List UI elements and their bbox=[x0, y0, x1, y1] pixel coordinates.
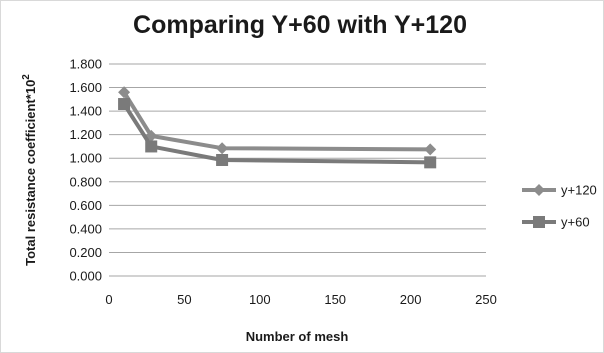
legend-item-y+120: y+120 bbox=[522, 183, 597, 198]
x-tick-label-3: 150 bbox=[324, 292, 346, 307]
series-layer bbox=[118, 86, 437, 169]
x-tick-label-4: 200 bbox=[400, 292, 422, 307]
series-y+60 bbox=[118, 98, 437, 169]
y-axis-ticks: 0.000 0.200 0.400 0.600 0.800 1.000 1.200 1.400… bbox=[69, 57, 102, 284]
y-tick-label-0: 0.000 bbox=[69, 269, 102, 284]
y-tick-label-3: 0.600 bbox=[69, 198, 102, 213]
x-tick-label-2: 100 bbox=[249, 292, 271, 307]
y-tick-label-9: 1.800 bbox=[69, 57, 102, 72]
y-tick-label-8: 1.600 bbox=[69, 80, 102, 95]
y-tick-label-2: 0.400 bbox=[69, 221, 102, 236]
legend-marker-y+120 bbox=[533, 184, 545, 196]
chart-title: Comparing Y+60 with Y+120 bbox=[133, 11, 467, 39]
data-point-y+60-3 bbox=[424, 156, 437, 169]
y-tick-label-7: 1.400 bbox=[69, 104, 102, 119]
legend-marker-y+60 bbox=[533, 216, 545, 228]
x-axis-title: Number of mesh bbox=[246, 329, 349, 344]
data-point-y+120-2 bbox=[216, 142, 229, 155]
y-axis-title-exponent: 2 bbox=[21, 74, 32, 80]
series-line-y+60 bbox=[122, 102, 431, 165]
data-point-y+60-0 bbox=[118, 98, 131, 111]
y-axis-title: Total resistance coefficient*102 bbox=[21, 74, 38, 266]
legend-label-y+60: y+60 bbox=[561, 215, 590, 230]
y-tick-label-5: 1.000 bbox=[69, 151, 102, 166]
gridlines bbox=[109, 63, 486, 277]
y-tick-label-6: 1.200 bbox=[69, 127, 102, 142]
legend-item-y+60: y+60 bbox=[522, 215, 590, 230]
x-tick-label-5: 250 bbox=[475, 292, 497, 307]
data-point-y+120-3 bbox=[424, 143, 437, 156]
series-y+120 bbox=[118, 86, 437, 156]
data-point-y+60-2 bbox=[216, 153, 229, 166]
x-tick-label-1: 50 bbox=[177, 292, 191, 307]
x-axis-ticks: 0 50 100 150 200 250 bbox=[105, 292, 496, 307]
x-tick-label-0: 0 bbox=[105, 292, 112, 307]
data-point-y+120-0 bbox=[118, 86, 131, 99]
data-point-y+60-1 bbox=[145, 140, 158, 153]
legend: y+120 y+60 bbox=[522, 183, 597, 230]
series-line-y+120 bbox=[122, 91, 431, 152]
y-tick-label-4: 0.800 bbox=[69, 174, 102, 189]
y-axis-title-base: Total resistance coefficient*10 bbox=[23, 80, 38, 266]
legend-label-y+120: y+120 bbox=[561, 183, 597, 198]
y-tick-label-1: 0.200 bbox=[69, 245, 102, 260]
